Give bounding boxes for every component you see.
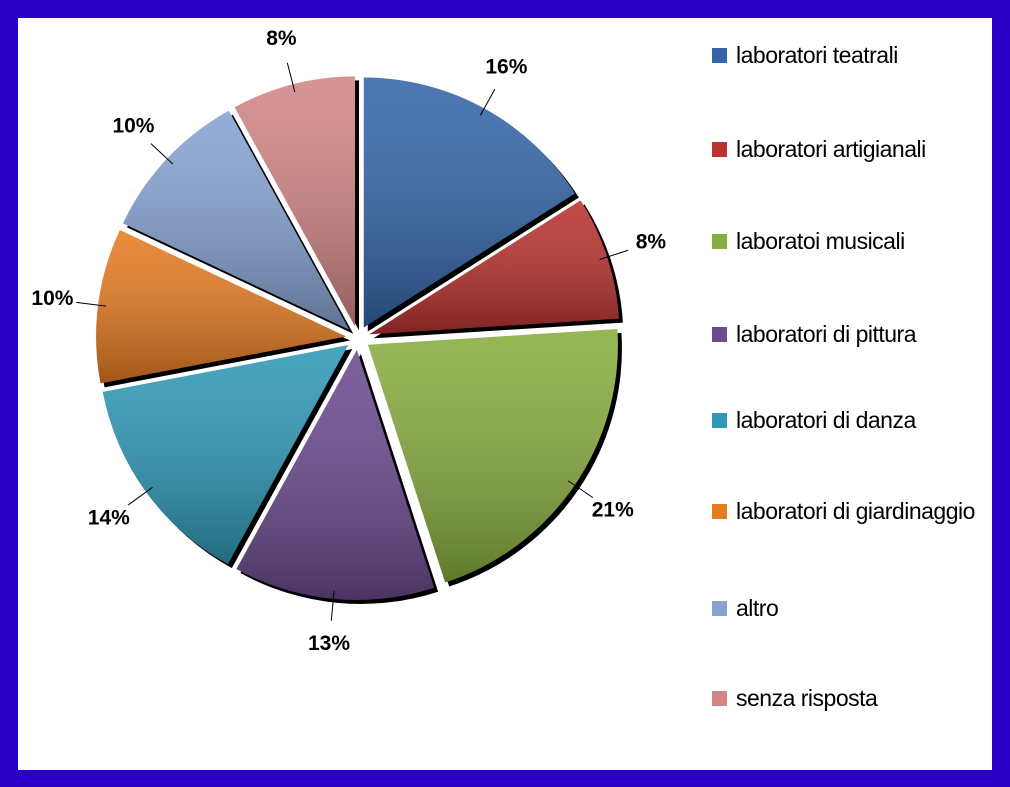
data-label: 8% [266, 27, 297, 50]
leader-line [330, 590, 335, 621]
leader-line [479, 88, 496, 116]
legend-label: laboratori di danza [736, 407, 916, 433]
legend-label: altro [736, 595, 779, 621]
legend-label: senza risposta [736, 685, 878, 711]
slice-shade [234, 76, 356, 327]
legend-swatch [712, 691, 727, 706]
legend-entry: senza risposta [712, 683, 1008, 713]
legend-swatch [712, 504, 727, 519]
legend-swatch [712, 142, 727, 157]
legend-label: laboratori artigianali [736, 136, 926, 162]
chart: 16% 8% 21% 13% 14% 10% 10% 8% [31, 27, 667, 655]
leader-line [127, 486, 153, 506]
leader-line [76, 301, 107, 307]
slice-shade [96, 230, 347, 384]
data-label: 13% [308, 632, 350, 655]
slice-shade [369, 200, 619, 335]
legend-swatch [712, 601, 727, 616]
chart-area: 16% 8% 21% 13% 14% 10% 10% 8% laboratori teatra… [18, 18, 992, 770]
slice-shade [363, 77, 575, 328]
data-label: 21% [592, 499, 634, 522]
leader-line [567, 480, 594, 499]
legend-swatch [712, 48, 727, 63]
slice-shade [367, 329, 618, 583]
data-label: 10% [31, 287, 73, 310]
legend-label: laboratoi musicali [736, 228, 905, 254]
slice-shade [236, 349, 435, 600]
data-label: 8% [636, 230, 667, 253]
slice-shade [123, 110, 350, 330]
legend-swatch [712, 234, 727, 249]
legend-entry: laboratoi musicali [712, 226, 1008, 256]
data-label: 14% [88, 507, 130, 530]
legend-entry: laboratori teatrali [712, 40, 1008, 70]
legend-entry: laboratori di giardinaggio [712, 496, 1008, 526]
legend-swatch [712, 413, 727, 428]
data-label: 10% [112, 115, 154, 138]
legend-entry: laboratori artigianali [712, 134, 1008, 164]
slice-shade [102, 345, 349, 565]
legend-label: laboratori di giardinaggio [736, 498, 975, 524]
data-label: 16% [485, 56, 527, 79]
legend-label: laboratori di pittura [736, 321, 917, 347]
leader-line [599, 249, 629, 260]
legend-entry: laboratori di danza [712, 405, 1008, 435]
legend-entry: altro [712, 593, 1008, 623]
legend-swatch [712, 327, 727, 342]
legend-entry: laboratori di pittura [712, 319, 1008, 349]
legend-label: laboratori teatrali [736, 42, 898, 68]
leader-line [286, 62, 296, 93]
leader-line [150, 143, 174, 165]
